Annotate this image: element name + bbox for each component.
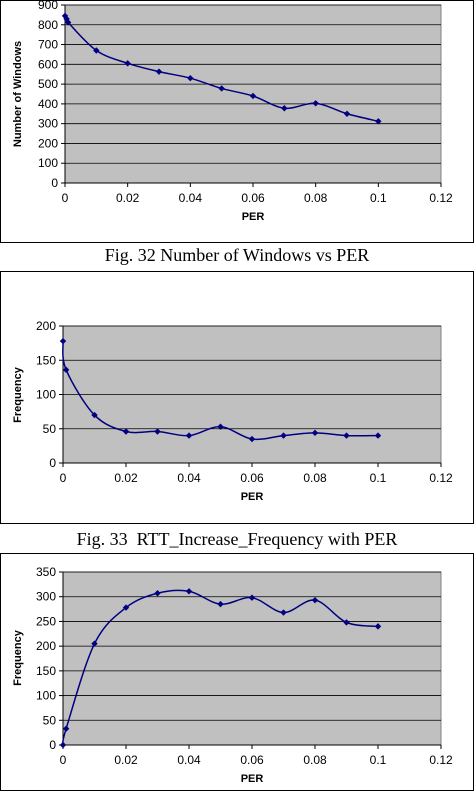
x-tick-label: 0.1 [370, 191, 387, 205]
y-axis-label: Frequency [12, 366, 24, 423]
data-point-marker [374, 432, 382, 439]
y-tick-label: 700 [38, 38, 58, 52]
data-point-marker [59, 741, 67, 749]
data-point-marker [218, 85, 225, 92]
data-point-marker [187, 74, 194, 82]
y-tick-label: 400 [38, 97, 58, 111]
y-tick-label: 350 [36, 565, 56, 579]
chart-frequency-3: 0 50 100 150 200 250 300 350 0 0.02 0.04 0.06 0.08 0.… [12, 565, 453, 785]
y-axis-label: Frequency [12, 629, 24, 686]
y-tick-label: 150 [36, 353, 56, 367]
y-tick-label: 100 [36, 689, 56, 703]
x-tick-label: 0.06 [240, 753, 264, 767]
x-tick-label: 0.06 [240, 471, 264, 485]
data-point-marker [311, 429, 319, 437]
data-point-marker [124, 60, 131, 67]
y-tick-label: 0 [49, 738, 56, 752]
x-tick-label: 0.04 [177, 753, 201, 767]
x-axis-label: PER [241, 773, 264, 785]
x-tick-label: 0.02 [114, 753, 138, 767]
y-tick-label: 300 [38, 117, 58, 131]
x-tick-label: 0.1 [370, 471, 387, 485]
data-point-marker [155, 68, 163, 75]
data-point-marker [312, 100, 319, 107]
data-point-marker [62, 366, 70, 374]
x-tick-label: 0.08 [303, 753, 327, 767]
x-tick-label: 0.12 [429, 753, 453, 767]
chart-rtt-increase-frequency: 0 50 100 150 200 0 0.02 0.04 0.06 0.08 0.1 0.12 PER F… [12, 319, 453, 503]
y-tick-label: 600 [38, 57, 58, 71]
data-point-marker [343, 432, 350, 439]
data-point-marker [280, 432, 287, 439]
x-tick-label: 0.12 [429, 471, 453, 485]
y-tick-label: 100 [38, 156, 58, 170]
x-tick-label: 0 [60, 471, 67, 485]
data-point-marker [217, 423, 224, 430]
y-tick-label: 0 [51, 176, 58, 190]
chart-panel-3: 0 50 100 150 200 250 300 350 0 0.02 0.04 0.06 0.08 0.… [0, 553, 474, 791]
data-point-marker [154, 590, 161, 597]
chart-number-of-windows: 0 100 200 300 400 500 600 700 800 900 0 0.02 0.04 0.0… [12, 0, 453, 223]
figure-caption-33: Fig. 33 RTT_Increase_Frequency with PER [76, 529, 398, 549]
chart-panel-1: 0 100 200 300 400 500 600 700 800 900 0 0.02 0.04 0.0… [0, 0, 474, 243]
data-point-marker [91, 411, 98, 419]
y-tick-label: 800 [38, 18, 58, 32]
y-tick-label: 0 [49, 456, 56, 470]
y-tick-label: 200 [36, 319, 56, 333]
figure-caption-32: Fig. 32 Number of Windows vs PER [104, 245, 370, 265]
x-tick-label: 0.04 [177, 471, 201, 485]
data-point-marker [63, 15, 70, 23]
x-tick-label: 0.08 [304, 191, 328, 205]
x-tick-label: 0.12 [429, 191, 453, 205]
data-point-marker [122, 428, 130, 435]
y-tick-label: 250 [36, 614, 56, 628]
data-point-marker [248, 435, 256, 443]
x-axis-label: PER [241, 491, 264, 503]
y-tick-label: 50 [43, 713, 57, 727]
x-tick-label: 0.02 [116, 191, 140, 205]
y-tick-label: 50 [43, 422, 57, 436]
x-tick-label: 0.1 [370, 753, 387, 767]
y-tick-label: 200 [36, 639, 56, 653]
y-tick-label: 300 [36, 590, 56, 604]
data-point-marker [59, 337, 67, 345]
x-tick-label: 0.08 [303, 471, 327, 485]
data-point-marker [185, 432, 193, 439]
x-axis-label: PER [242, 211, 265, 223]
y-tick-label: 100 [36, 388, 56, 402]
y-tick-label: 200 [38, 136, 58, 150]
chart-panel-2: 0 50 100 150 200 0 0.02 0.04 0.06 0.08 0.1 0.12 PER F… [0, 271, 474, 524]
y-tick-label: 150 [36, 664, 56, 678]
y-tick-label: 900 [38, 1, 58, 12]
x-tick-label: 0.06 [241, 191, 265, 205]
data-point-marker [93, 47, 100, 54]
data-point-marker [249, 92, 257, 100]
data-point-marker [154, 428, 161, 435]
data-point-marker [64, 19, 72, 26]
x-tick-label: 0.04 [179, 191, 203, 205]
data-point-marker [375, 118, 382, 125]
x-tick-label: 0.02 [114, 471, 138, 485]
y-tick-label: 500 [38, 77, 58, 91]
y-axis-label: Number of Windows [12, 41, 24, 147]
x-tick-label: 0 [60, 753, 67, 767]
data-point-marker [281, 105, 288, 112]
data-point-marker [280, 609, 287, 616]
data-point-marker [343, 110, 351, 117]
x-tick-label: 0 [62, 191, 69, 205]
